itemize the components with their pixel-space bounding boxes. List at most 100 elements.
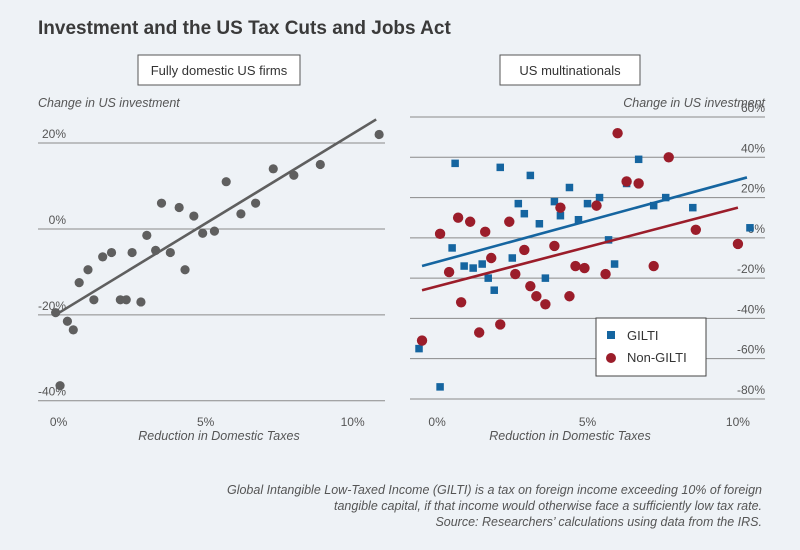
data-point-non-gilti: [452, 212, 464, 223]
data-point-domestic: [251, 198, 261, 208]
series-domestic: [51, 118, 384, 391]
data-point-gilti: [541, 274, 550, 282]
legend-non-gilti-label: Non-GILTI: [627, 350, 687, 365]
data-point-gilti: [746, 224, 754, 232]
x-tick-label: 10%: [341, 415, 365, 429]
data-point-gilti: [535, 220, 544, 228]
data-point-non-gilti: [455, 297, 467, 308]
y-tick-label: -20%: [38, 299, 66, 313]
x-tick-label: 0%: [428, 415, 446, 429]
grid-gilti: [410, 116, 765, 400]
x-tick-label: 5%: [197, 415, 215, 429]
y-tick-label: 20%: [741, 182, 765, 196]
data-point-domestic: [221, 177, 231, 187]
footnote-line-2: tangible capital, if that income would o…: [334, 499, 762, 513]
data-point-domestic: [62, 316, 73, 326]
data-point-gilti: [583, 199, 592, 208]
data-point-gilti: [610, 260, 619, 268]
data-point-non-gilti: [464, 216, 476, 227]
data-point-non-gilti: [690, 224, 702, 235]
fit-line-gilti: [421, 176, 748, 268]
data-point-non-gilti: [621, 176, 632, 187]
y-tick-label: 0%: [49, 213, 67, 227]
data-point-gilti: [490, 286, 498, 294]
data-point-domestic: [268, 164, 278, 174]
data-point-domestic: [68, 325, 78, 335]
footnote-source: Source: Researchers’ calculations using …: [435, 515, 762, 529]
data-point-non-gilti: [570, 260, 581, 272]
data-point-domestic: [106, 247, 117, 258]
data-point-gilti: [478, 260, 486, 268]
data-point-domestic: [189, 211, 199, 221]
legend-box: [595, 317, 707, 377]
legend-non-gilti-marker: [606, 353, 616, 363]
data-point-gilti: [520, 209, 529, 218]
data-point-gilti: [550, 197, 559, 206]
ticks-domestic: 20%0%-20%-40%0% 5% 10%: [38, 127, 365, 429]
data-point-domestic: [180, 265, 190, 275]
data-point-non-gilti: [434, 228, 446, 240]
data-point-gilti: [526, 171, 535, 180]
data-point-gilti: [604, 236, 613, 244]
legend-gilti-marker: [607, 331, 615, 339]
data-point-non-gilti: [579, 262, 590, 274]
data-point-gilti: [649, 201, 658, 210]
y-tick-label: 40%: [741, 141, 765, 155]
data-point-domestic: [89, 295, 99, 305]
footnote-line-1: Global Intangible Low-Taxed Income (GILT…: [226, 483, 762, 497]
data-point-gilti: [661, 193, 670, 202]
fit-line-non-gilti: [421, 206, 739, 292]
panel-title-domestic: Fully domestic US firms: [151, 63, 288, 78]
data-point-domestic: [121, 295, 131, 305]
x-tick-label: 0%: [50, 415, 68, 429]
ticks-gilti: 60%40%20%0%-20%-40%-60%-80%0% 5% 10%: [428, 101, 765, 429]
data-point-non-gilti: [732, 238, 744, 250]
data-point-gilti: [436, 383, 444, 391]
data-point-gilti: [415, 344, 423, 353]
data-point-domestic: [165, 247, 175, 258]
data-point-domestic: [136, 297, 146, 307]
data-point-non-gilti: [473, 327, 485, 338]
footnote: Global Intangible Low-Taxed Income (GILT…: [202, 482, 762, 530]
x-tick-label: 10%: [726, 415, 750, 429]
y-tick-label: -40%: [737, 302, 765, 316]
data-point-non-gilti: [495, 319, 506, 330]
data-point-gilti: [574, 215, 583, 224]
data-point-non-gilti: [525, 280, 536, 292]
data-point-domestic: [209, 226, 220, 236]
series-gilti: [415, 155, 754, 391]
data-point-domestic: [55, 381, 65, 391]
data-point-gilti: [469, 264, 477, 272]
data-point-domestic: [315, 159, 325, 170]
y-axis-label-multinational: Change in US investment: [623, 96, 765, 110]
y-tick-label: 60%: [741, 101, 765, 115]
data-point-gilti: [556, 211, 565, 220]
legend-gilti-label: GILTI: [627, 328, 659, 343]
data-point-domestic: [198, 228, 208, 238]
data-point-non-gilti: [612, 127, 623, 139]
data-point-non-gilti: [633, 178, 644, 189]
data-point-non-gilti: [416, 335, 428, 346]
data-point-non-gilti: [504, 216, 515, 227]
data-point-gilti: [448, 244, 456, 252]
data-point-domestic: [83, 265, 93, 275]
data-point-non-gilti: [648, 260, 659, 272]
data-point-gilti: [460, 262, 468, 270]
panel-title-box-multinational: [499, 54, 641, 86]
data-point-gilti: [565, 183, 574, 192]
data-point-domestic: [174, 202, 184, 213]
data-point-gilti: [595, 193, 604, 202]
data-point-non-gilti: [591, 200, 602, 211]
data-point-domestic: [98, 252, 108, 262]
panel-title-multinational: US multinationals: [519, 63, 621, 78]
data-point-non-gilti: [540, 299, 551, 310]
data-point-domestic: [236, 209, 246, 219]
series-non-gilti: [416, 127, 744, 346]
data-point-non-gilti: [555, 202, 566, 213]
y-tick-label: -60%: [737, 343, 765, 357]
data-point-gilti: [508, 254, 517, 262]
data-point-domestic: [151, 245, 161, 256]
y-tick-label: 20%: [42, 127, 66, 141]
data-point-non-gilti: [531, 291, 542, 302]
data-point-gilti: [451, 159, 459, 168]
